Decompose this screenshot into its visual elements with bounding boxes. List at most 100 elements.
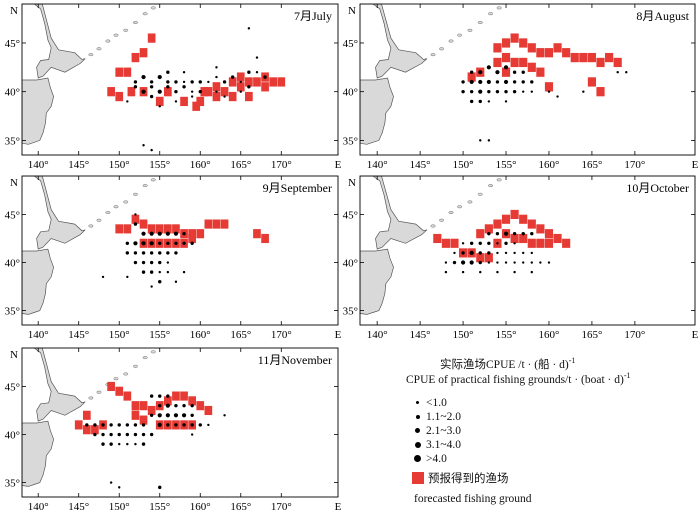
honshu-landmass — [22, 420, 54, 487]
cpue-point — [109, 481, 113, 484]
cpue-point — [149, 231, 154, 236]
forecast-cell — [131, 214, 140, 224]
forecast-cell — [115, 67, 124, 77]
cpue-point — [149, 85, 154, 89]
y-tick-label: 35° — [343, 306, 358, 318]
kuril-island — [488, 184, 494, 188]
cpue-point — [496, 270, 499, 274]
forecast-cell — [587, 77, 597, 87]
x-tick-label: 155° — [149, 501, 170, 513]
cpue-point — [521, 70, 525, 74]
x-tick-label: 165° — [581, 159, 602, 171]
forecast-cell — [476, 229, 485, 239]
cpue-point — [486, 65, 491, 70]
cpue-point — [247, 85, 251, 89]
kuril-island — [506, 0, 510, 2]
forecast-cell — [510, 57, 519, 68]
y-tick-label: 45° — [343, 209, 358, 221]
map-panel-oct: 140° 145° 150° 155° 160° 165° 170° 45° 40° 35° N E 1… — [343, 175, 699, 341]
cpue-point — [182, 403, 186, 408]
cpue-point — [444, 261, 448, 264]
forecast-cell — [519, 214, 528, 224]
cpue-point — [174, 423, 178, 427]
kuril-island — [123, 372, 129, 376]
cpue-point — [461, 242, 465, 245]
cpue-point — [512, 80, 517, 84]
cpue-point — [504, 241, 508, 245]
forecast-cell — [147, 224, 156, 234]
forecast-cell — [163, 87, 172, 97]
x-tick-label: 145° — [410, 329, 431, 341]
cpue-point — [166, 270, 170, 274]
cpue-point — [503, 231, 509, 236]
cpue-point — [469, 70, 474, 74]
cpue-point — [157, 74, 162, 80]
forecast-cell — [467, 72, 476, 82]
cpue-point — [118, 486, 121, 489]
honshu-landmass — [22, 248, 54, 315]
cpue-point — [190, 241, 194, 245]
cpue-point — [101, 442, 105, 446]
x-tick-label: 150° — [453, 159, 474, 171]
forecast-cell — [433, 233, 442, 244]
x-tick-label: 150° — [109, 329, 130, 341]
cpue-point — [150, 148, 153, 152]
cpue-point — [141, 251, 146, 255]
cpue-point — [255, 70, 259, 74]
forecast-cell — [139, 415, 148, 425]
cpue-point — [215, 66, 218, 69]
cpue-point — [469, 99, 474, 104]
cpue-point — [461, 89, 465, 94]
cpue-point — [166, 80, 170, 84]
cpue-point — [149, 270, 154, 274]
y-tick-label: 45° — [343, 38, 358, 50]
map-panel-nov: 140° 145° 150° 155° 160° 165° 170° 45° 40° 35° N E 1… — [5, 347, 342, 513]
forecast-cell — [544, 48, 554, 58]
forecast-cell — [115, 224, 124, 234]
forecast-cell — [544, 238, 554, 248]
x-tick-label: 155° — [149, 329, 170, 341]
x-tick-label: 170° — [271, 159, 292, 171]
cpue-point — [469, 241, 474, 245]
cpue-point — [495, 80, 500, 84]
kuril-island — [132, 21, 138, 24]
legend-dot-icon — [416, 401, 419, 404]
y-tick-label: 40° — [343, 258, 358, 270]
forecast-cell — [115, 386, 124, 396]
panel-frame — [359, 3, 696, 156]
forecast-cell — [501, 52, 511, 63]
kuril-island — [477, 21, 483, 24]
cpue-point — [134, 213, 137, 216]
cpue-point — [190, 90, 194, 93]
cpue-point — [101, 275, 105, 279]
kuril-island — [457, 205, 463, 209]
kuril-island — [150, 178, 156, 182]
cpue-point — [521, 231, 525, 236]
legend-title-cn: 实际渔场CPUE /t · (船 · d)-1 — [440, 356, 576, 371]
cpue-point — [166, 394, 170, 398]
map-panel-aug: 140° 145° 150° 155° 160° 165° 170° 45° 40° 35° N E 8… — [343, 0, 699, 171]
forecast-cell — [212, 82, 221, 92]
cpue-point — [222, 80, 227, 84]
kuril-island — [488, 12, 494, 16]
kuril-island — [467, 200, 473, 204]
forecast-cell — [570, 52, 579, 63]
east-label: E — [692, 159, 699, 171]
kuril-island — [430, 224, 436, 228]
cpue-point — [495, 70, 500, 75]
forecast-cell — [519, 38, 528, 48]
cpue-point — [158, 394, 162, 398]
map-panel-jul: 140° 145° 150° 155° 160° 165° 170° 45° 40° 35° N E 7… — [5, 3, 342, 171]
cpue-point — [125, 423, 130, 427]
cpue-point — [223, 414, 226, 417]
x-tick-label: 170° — [624, 159, 645, 171]
forecast-cell — [501, 67, 511, 77]
cpue-point — [126, 275, 129, 279]
x-tick-label: 160° — [190, 501, 211, 513]
cpue-point — [504, 251, 508, 255]
x-tick-label: 140° — [28, 159, 49, 171]
cpue-point — [215, 90, 218, 93]
cpue-point — [207, 80, 210, 84]
east-label: E — [335, 501, 342, 513]
